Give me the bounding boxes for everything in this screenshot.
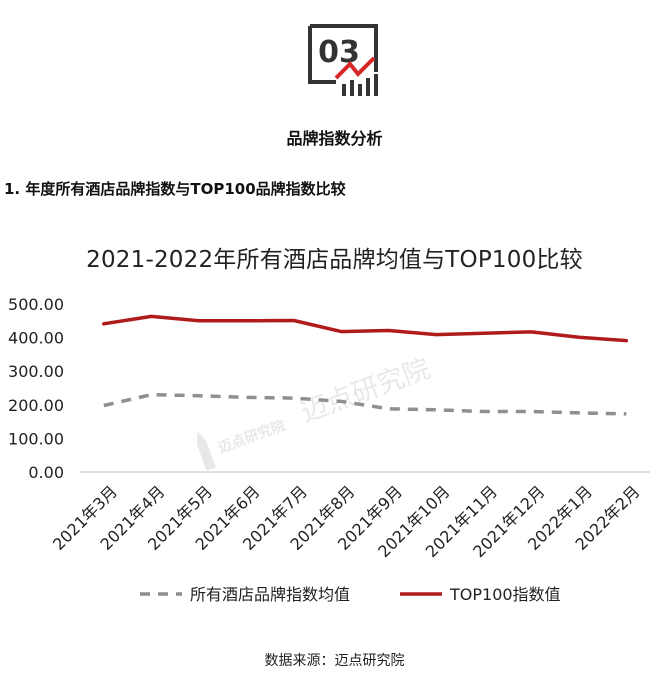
y-tick-label: 0.00 <box>28 463 64 482</box>
chart-panel: 2021-2022年所有酒店品牌均值与TOP100比较 迈点研究院 迈点研究院 … <box>0 222 669 622</box>
all-hotels-series-line <box>103 392 627 416</box>
section-number: 03 <box>318 35 360 70</box>
y-tick-label: 300.00 <box>8 362 64 381</box>
line-chart: 迈点研究院 迈点研究院 0.00 100.00 200.00 300.00 400.00… <box>8 295 650 604</box>
watermark-logo: 迈点研究院 <box>196 417 288 471</box>
section-icon: 03 <box>308 24 378 96</box>
y-tick-label: 400.00 <box>8 329 64 348</box>
chart-title: 2021-2022年所有酒店品牌均值与TOP100比较 <box>86 247 583 273</box>
watermark-text: 迈点研究院 <box>297 353 434 428</box>
chart-trend-icon: 03 <box>308 24 378 96</box>
y-tick-label: 200.00 <box>8 396 64 415</box>
section-heading: 品牌指数分析 <box>286 129 383 148</box>
legend-label: 所有酒店品牌指数均值 <box>190 585 350 604</box>
y-tick-label: 100.00 <box>8 429 64 448</box>
y-tick-label: 500.00 <box>8 295 64 314</box>
legend: 所有酒店品牌指数均值 TOP100指数值 <box>140 585 561 604</box>
source-note: 数据来源：迈点研究院 <box>264 653 405 669</box>
top100-series-line <box>102 314 629 343</box>
series <box>102 314 629 416</box>
legend-label: TOP100指数值 <box>449 585 561 604</box>
subsection-heading: 1. 年度所有酒店品牌指数与TOP100品牌指数比较 <box>4 180 346 198</box>
watermark-logo-text: 迈点研究院 <box>216 417 288 457</box>
watermark: 迈点研究院 迈点研究院 <box>196 353 434 471</box>
